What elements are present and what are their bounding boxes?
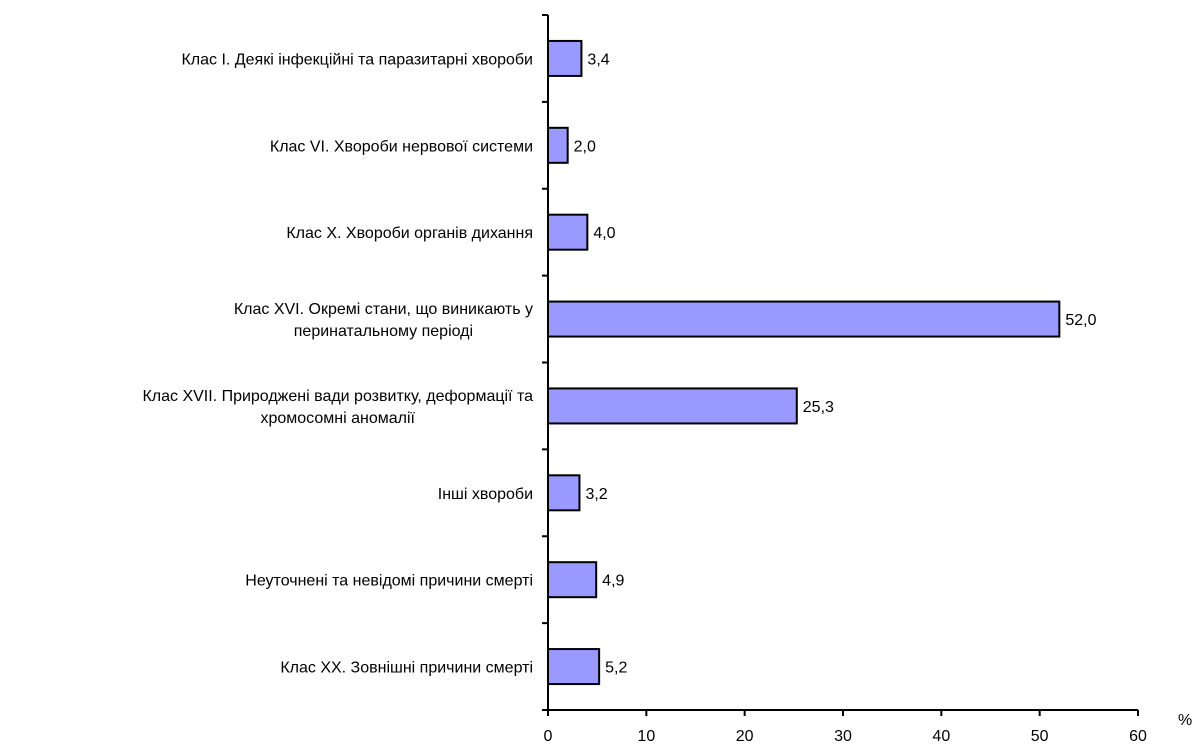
value-label-1: 2,0 [574,138,596,155]
x-tick-label-5: 50 [1031,728,1049,745]
axes-group: 0 10 20 30 40 50 60% [542,14,1192,745]
value-label-5: 3,2 [585,486,607,503]
x-tick-label-3: 30 [834,728,852,745]
x-tick-label-1: 10 [637,728,655,745]
bar-0 [547,39,583,77]
bar-1 [547,126,569,164]
category-label-5-0: Інші хвороби [438,486,533,503]
category-label-3-0: Клас XVI. Окремі стани, що виникають у [234,301,533,318]
bar-5 [547,474,581,512]
value-label-2: 4,0 [593,225,615,242]
category-label-1-0: Клас VI. Хвороби нервової системи [270,138,533,155]
x-tick-label-0: 0 [544,728,553,745]
category-label-4-0: Клас XVII. Природжені вади розвитку, деф… [142,388,533,405]
bar-7 [547,648,601,686]
category-label-0-0: Клас І. Деякі інфекційні та паразитарні … [181,51,533,68]
category-label-3-1: перинатальному періоді [294,323,473,340]
bar-3 [547,300,1061,338]
category-label-6-0: Неуточнені та невідомі причини смерті [245,573,533,590]
category-label-4-1: хромосомні аномалії [260,410,415,427]
bar-6 [547,561,598,599]
category-label-7-0: Клас ХХ. Зовнішні причини смерті [280,660,533,677]
value-label-6: 4,9 [602,573,624,590]
labels-group: 3,4 Клас І. Деякі інфекційні та паразитар… [142,51,1096,676]
bars-group [547,39,1061,686]
x-tick-label-4: 40 [932,728,950,745]
x-tick-label-2: 20 [736,728,754,745]
bar-4 [547,387,798,425]
value-label-0: 3,4 [587,51,609,68]
x-tick-label-6: 60 [1129,728,1147,745]
value-label-7: 5,2 [605,660,627,677]
value-label-4: 25,3 [803,399,834,416]
x-unit-label: % [1178,712,1192,729]
bar-2 [547,213,589,251]
value-label-3: 52,0 [1065,312,1096,329]
category-label-2-0: Клас Х. Хвороби органів дихання [286,225,533,242]
